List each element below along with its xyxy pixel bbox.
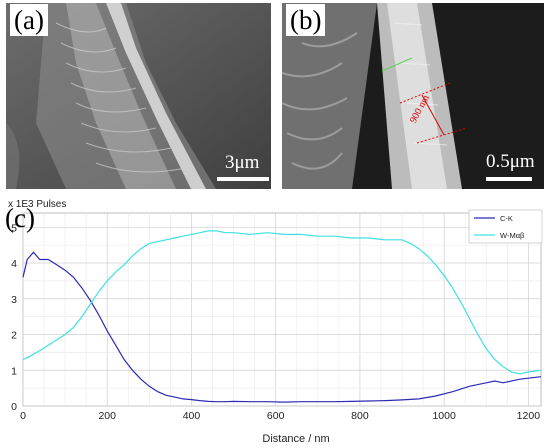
x-tick-label: 1200 [517, 410, 541, 422]
series-line-ck [22, 251, 542, 403]
panel-label-c: (c) [5, 203, 35, 233]
y-tick-label: 4 [11, 258, 17, 270]
series-lines [22, 230, 542, 403]
y-tick-label: 0 [11, 401, 17, 413]
y-tick-label: 1 [11, 365, 17, 377]
line-profile-chart: 0 200 400 600 800 1000 1200 0 1 2 3 4 5 x 1E3 Pulses… [5, 199, 543, 445]
x-tick-label: 1000 [432, 410, 456, 422]
x-tick-label: 600 [267, 410, 285, 422]
x-tick-label: 800 [351, 410, 369, 422]
sem-texture-b [282, 3, 544, 189]
x-axis-label: Distance / nm [262, 433, 329, 445]
y-tick-label: 3 [11, 294, 17, 306]
sem-texture-a [6, 3, 271, 189]
legend-label-w: W-Mαβ [500, 231, 525, 240]
panel-label-b: (b) [286, 4, 326, 36]
plot-area [22, 212, 542, 407]
scale-bar-label-b: 0.5μm [486, 151, 535, 172]
sem-image-a: (a) 3μm [6, 3, 271, 189]
x-tick-label: 200 [98, 410, 116, 422]
legend-box [468, 209, 543, 244]
unit-label: x 1E3 Pulses [8, 199, 66, 210]
legend-label-ck: C-K [500, 214, 513, 223]
x-tick-label: 400 [183, 410, 201, 422]
panel-label-a: (a) [10, 4, 48, 36]
scale-bar-a [217, 177, 269, 181]
y-tick-label: 2 [11, 330, 17, 342]
axis-ticks: 0 200 400 600 800 1000 1200 0 1 2 3 4 5 [11, 222, 540, 422]
grid-lines [22, 213, 541, 407]
series-line-w [22, 230, 542, 375]
y-tick-label: 5 [11, 222, 17, 234]
legend: C-K W-Mαβ [468, 209, 543, 244]
scale-bar-b [486, 177, 532, 181]
scale-bar-label-a: 3μm [225, 152, 260, 173]
sem-image-b: (b) 900 nm 0.5μm [282, 3, 544, 189]
x-tick-label: 0 [20, 410, 26, 422]
